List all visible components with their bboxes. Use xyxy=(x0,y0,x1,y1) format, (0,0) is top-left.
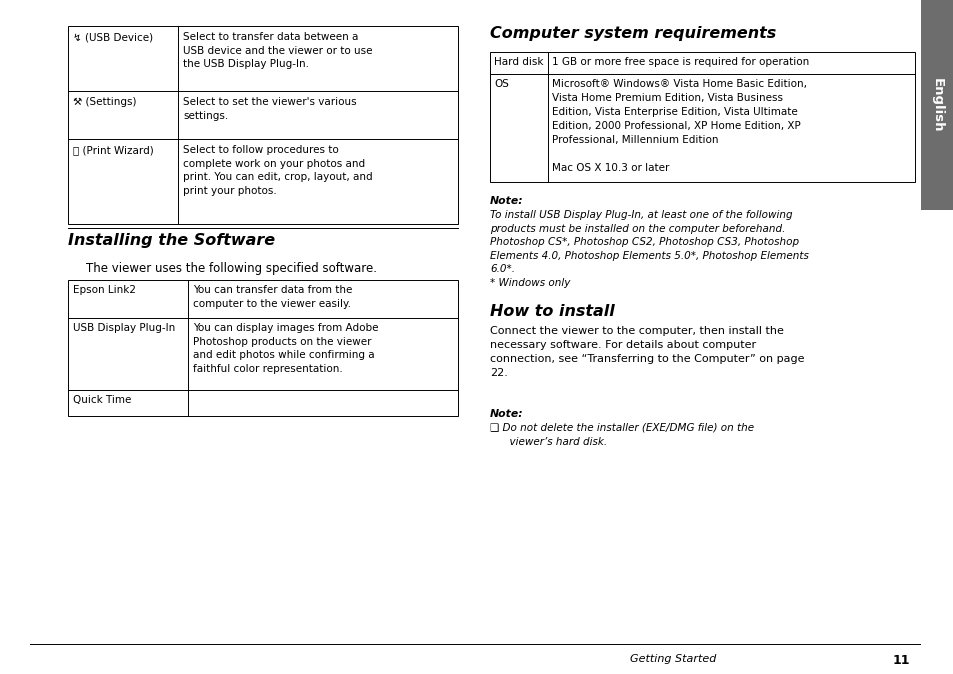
Text: Select to follow procedures to
complete work on your photos and
print. You can e: Select to follow procedures to complete … xyxy=(183,145,373,196)
Text: Quick Time: Quick Time xyxy=(73,395,132,405)
Text: Hard disk: Hard disk xyxy=(494,57,543,67)
Text: Installing the Software: Installing the Software xyxy=(68,233,274,248)
Text: The viewer uses the following specified software.: The viewer uses the following specified … xyxy=(86,262,376,275)
Text: USB Display Plug-In: USB Display Plug-In xyxy=(73,323,175,333)
Text: You can display images from Adobe
Photoshop products on the viewer
and edit phot: You can display images from Adobe Photos… xyxy=(193,323,378,374)
Text: ↯ (USB Device): ↯ (USB Device) xyxy=(73,32,153,42)
Text: Computer system requirements: Computer system requirements xyxy=(490,26,776,41)
Text: How to install: How to install xyxy=(490,304,614,319)
Bar xyxy=(920,0,953,210)
Bar xyxy=(68,26,457,224)
Bar xyxy=(490,52,914,182)
Text: 1 GB or more free space is required for operation: 1 GB or more free space is required for … xyxy=(552,57,808,67)
Text: Microsoft® Windows® Vista Home Basic Edition,
Vista Home Premium Edition, Vista : Microsoft® Windows® Vista Home Basic Edi… xyxy=(552,79,806,173)
Text: Connect the viewer to the computer, then install the
necessary software. For det: Connect the viewer to the computer, then… xyxy=(490,326,803,378)
Text: Note:: Note: xyxy=(490,409,523,419)
Text: Select to set the viewer's various
settings.: Select to set the viewer's various setti… xyxy=(183,97,356,121)
Text: You can transfer data from the
computer to the viewer easily.: You can transfer data from the computer … xyxy=(193,285,352,309)
Text: English: English xyxy=(930,78,943,132)
Text: 11: 11 xyxy=(892,654,909,667)
Text: ❑ Do not delete the installer (EXE/DMG file) on the
      viewer’s hard disk.: ❑ Do not delete the installer (EXE/DMG f… xyxy=(490,423,753,447)
Text: OS: OS xyxy=(494,79,508,89)
Text: Getting Started: Getting Started xyxy=(629,654,716,664)
Text: To install USB Display Plug-In, at least one of the following
products must be i: To install USB Display Plug-In, at least… xyxy=(490,210,808,288)
Text: Note:: Note: xyxy=(490,196,523,206)
Text: ⎘ (Print Wizard): ⎘ (Print Wizard) xyxy=(73,145,153,155)
Text: ⚒ (Settings): ⚒ (Settings) xyxy=(73,97,136,107)
Text: Epson Link2: Epson Link2 xyxy=(73,285,136,295)
Bar xyxy=(68,280,457,416)
Text: Select to transfer data between a
USB device and the viewer or to use
the USB Di: Select to transfer data between a USB de… xyxy=(183,32,372,69)
